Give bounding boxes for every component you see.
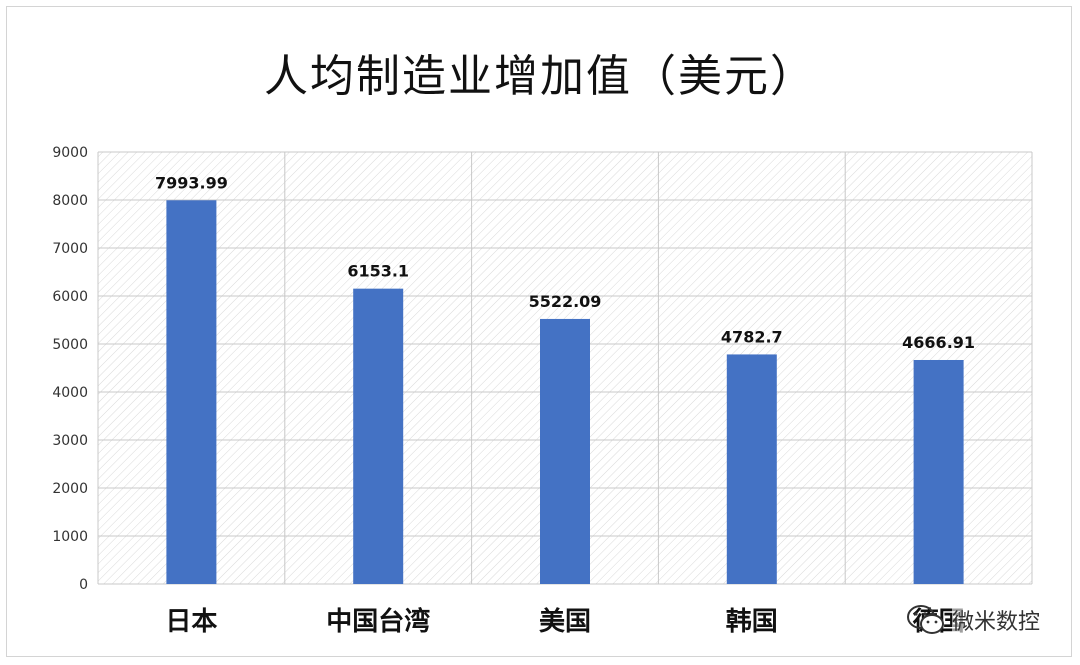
x-category-label: 美国 xyxy=(539,606,591,637)
wechat-icon xyxy=(907,605,944,634)
y-tick-label: 3000 xyxy=(52,433,88,449)
bar xyxy=(166,200,217,584)
y-tick-label: 6000 xyxy=(52,289,88,305)
x-category-label: 中国台湾 xyxy=(326,606,430,637)
bars xyxy=(166,200,964,584)
bar xyxy=(913,359,964,584)
y-tick-label: 8000 xyxy=(52,193,88,209)
y-tick-label: 7000 xyxy=(52,241,88,257)
y-tick-label: 2000 xyxy=(52,481,88,497)
bar-value-label: 7993.99 xyxy=(155,173,228,192)
chart-title: 人均制造业增加值（美元） xyxy=(264,51,816,102)
y-axis: 0 1000 2000 3000 4000 5000 6000 7000 8000 9000 xyxy=(52,145,88,593)
bar xyxy=(540,318,590,584)
bar xyxy=(726,354,777,584)
bar-value-label: 4666.91 xyxy=(902,333,975,352)
y-tick-label: 1000 xyxy=(52,529,88,545)
x-category-label: 日本 xyxy=(165,607,217,637)
bar-value-label: 5522.09 xyxy=(529,292,602,311)
watermark-text: 微米数控 xyxy=(952,604,1041,636)
bar xyxy=(353,288,404,584)
bar-value-label: 4782.7 xyxy=(721,327,783,346)
bar-value-label: 6153.1 xyxy=(347,262,409,281)
y-tick-label: 4000 xyxy=(52,385,88,401)
y-tick-label: 5000 xyxy=(52,337,88,353)
watermark: 微米数控 xyxy=(906,602,1066,638)
y-tick-label: 0 xyxy=(79,577,88,593)
y-tick-label: 9000 xyxy=(52,145,88,161)
x-axis: 日本中国台湾美国韩国德国 xyxy=(165,606,964,637)
x-category-label: 韩国 xyxy=(726,607,778,637)
data-labels: 7993.99 6153.1 5522.09 4782.7 4666.91 xyxy=(155,173,975,352)
